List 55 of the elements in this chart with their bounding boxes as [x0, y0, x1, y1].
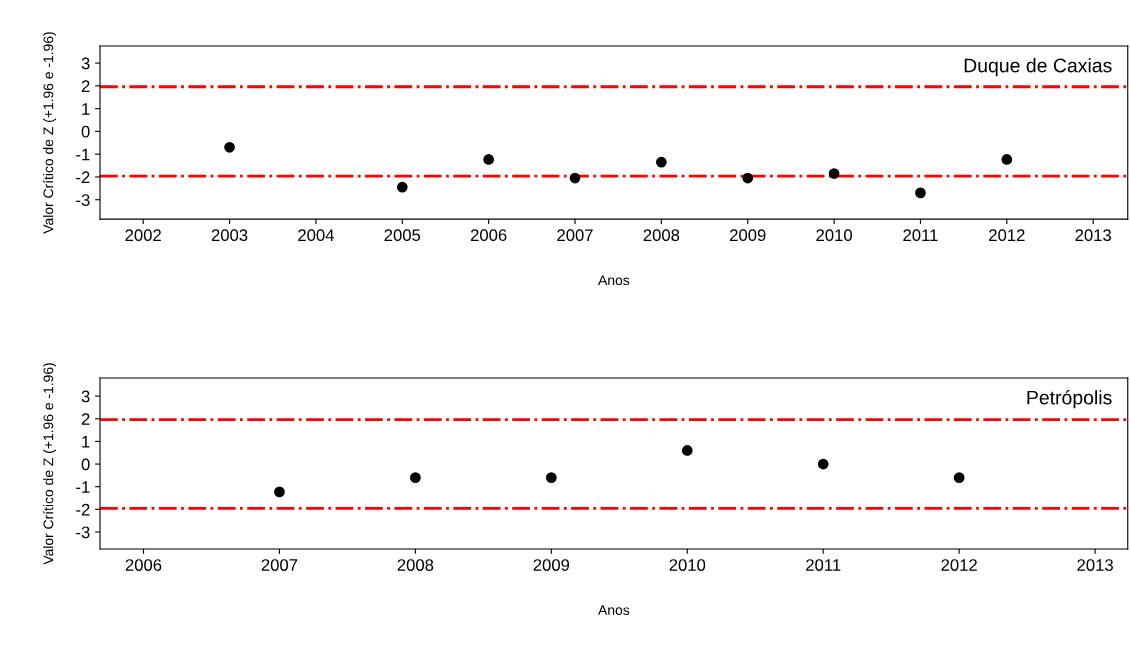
x-tick-label: 2012 [941, 559, 977, 571]
y-axis-title: Valor Crítico de Z (+1.96 e -1.96) [42, 32, 57, 234]
x-tick-label: 2006 [470, 229, 507, 242]
x-axis-title: Anos [598, 605, 630, 615]
point [483, 154, 494, 165]
x-tick-label: 2007 [557, 229, 593, 242]
point [817, 458, 829, 470]
x-tick-label: 2010 [816, 229, 852, 242]
x-tick-label: 2005 [384, 229, 421, 242]
y-tick-label: 3 [81, 57, 90, 70]
point [656, 156, 667, 168]
x-tick-label: 2008 [643, 229, 680, 242]
y-tick-label: -3 [76, 194, 90, 206]
point [742, 172, 754, 184]
y-tick-label: -1 [76, 481, 90, 493]
y-tick-label: -2 [76, 171, 90, 183]
x-tick-label: 2011 [903, 229, 938, 242]
point [569, 172, 581, 184]
y-axis-title: Valor Crítico de Z (+1.96 e -1.96) [42, 363, 57, 565]
point [953, 472, 965, 483]
x-tick-label: 2013 [1075, 229, 1111, 242]
y-tick-label: 3 [81, 390, 90, 403]
y-tick-label: -1 [76, 148, 90, 161]
x-tick-label: 2002 [125, 229, 161, 242]
point [681, 445, 693, 456]
point [410, 472, 421, 483]
x-tick-label: 2006 [125, 559, 162, 571]
x-tick-label: 2009 [533, 559, 570, 571]
x-tick-label: 2008 [397, 559, 434, 571]
y-tick-label: 2 [81, 413, 90, 425]
y-tick-label: -2 [76, 503, 90, 516]
x-tick-label: 2009 [730, 229, 766, 242]
x-tick-label: 2007 [261, 559, 298, 571]
x-tick-label: 2003 [211, 229, 248, 242]
text: Petrópolis [1027, 389, 1112, 409]
y-tick-label: 1 [82, 435, 90, 448]
x-tick-label: 2012 [989, 229, 1025, 242]
point [828, 168, 840, 179]
point [545, 472, 557, 483]
x-tick-label: 2004 [298, 229, 334, 242]
x-tick-label: 2010 [669, 559, 706, 571]
point [1001, 154, 1013, 165]
point [396, 181, 408, 193]
x-tick-label: 2013 [1077, 559, 1113, 571]
x-tick-label: 2011 [806, 559, 841, 571]
text: Duque de Caxias [964, 58, 1112, 77]
y-tick-label: 2 [81, 80, 90, 92]
y-tick-label: 0 [81, 458, 90, 471]
y-tick-label: -3 [76, 526, 90, 539]
y-tick-label: 0 [81, 125, 90, 138]
point [915, 187, 926, 199]
x-axis-title: Anos [598, 275, 630, 286]
point [274, 486, 285, 498]
point [224, 141, 235, 153]
y-tick-label: 1 [82, 103, 90, 115]
